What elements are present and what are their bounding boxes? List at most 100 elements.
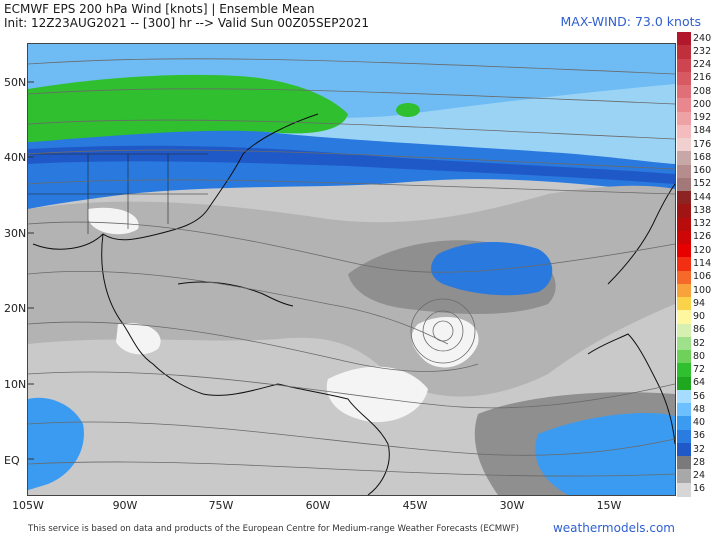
colorbar-swatch [677, 177, 691, 192]
wind-map [27, 43, 676, 496]
colorbar-swatch [677, 416, 691, 431]
lat-label-20n: 20N [4, 302, 27, 315]
colorbar-label: 16 [693, 483, 706, 495]
colorbar-swatch [677, 217, 691, 232]
colorbar-swatch [677, 429, 691, 444]
colorbar-swatch [677, 164, 691, 179]
title-line-2: Init: 12Z23AUG2021 -- [300] hr --> Valid… [4, 16, 369, 30]
colorbar-label: 132 [693, 218, 712, 230]
streamline-11 [28, 461, 675, 477]
colorbar-label: 224 [693, 59, 712, 71]
lon-label-15w: 15W [596, 499, 622, 512]
colorbar-swatch [677, 204, 691, 219]
coastline-north-america [32, 113, 319, 250]
colorbar-label: 192 [693, 112, 712, 124]
colorbar-label: 86 [693, 324, 706, 336]
title-line-1: ECMWF EPS 200 hPa Wind [knots] | Ensembl… [4, 2, 315, 16]
colorbar-label: 36 [693, 430, 706, 442]
coastline-africa-north [607, 183, 675, 285]
streamline-7 [28, 270, 449, 345]
streamline-9 [28, 371, 675, 409]
colorbar-swatch [677, 469, 691, 484]
colorbar-swatch [677, 32, 691, 46]
colorbar-label: 28 [693, 456, 706, 468]
lon-label-90w: 90W [112, 499, 138, 512]
map-title: ECMWF EPS 200 hPa Wind [knots] | Ensembl… [4, 2, 369, 30]
streamline-1 [28, 58, 675, 75]
wind-max-southeast [535, 413, 675, 495]
lat-label-10n: 10N [4, 378, 27, 391]
colorbar-swatch [677, 376, 691, 391]
colorbar-label: 176 [693, 138, 712, 150]
colorbar-swatch [677, 456, 691, 471]
lon-label-45w: 45W [402, 499, 428, 512]
lat-label-50n: 50N [4, 76, 27, 89]
colorbar-swatch [677, 71, 691, 86]
colorbar-swatch [677, 230, 691, 245]
colorbar-swatch [677, 138, 691, 153]
wind-max-west [28, 397, 84, 490]
colorbar-swatch [677, 98, 691, 113]
colorbar-label: 80 [693, 350, 706, 362]
colorbar-swatch [677, 85, 691, 100]
jet-band-darkblue [28, 145, 675, 184]
colorbar-label: 144 [693, 191, 712, 203]
streamline-5 [28, 179, 675, 195]
calm-zone-gulf [88, 207, 139, 235]
colorbar-label: 40 [693, 417, 706, 429]
coastline-central-america [101, 233, 279, 396]
lon-label-75w: 75W [208, 499, 234, 512]
colorbar-swatch [677, 191, 691, 206]
colorbar-label: 138 [693, 204, 712, 216]
footer-disclaimer: This service is based on data and produc… [28, 524, 519, 534]
streamlines [28, 58, 675, 477]
coastline-caribbean-islands [177, 281, 294, 307]
lat-label-30n: 30N [4, 227, 27, 240]
streamline-10 [28, 421, 675, 456]
vortex-ring-1 [432, 320, 454, 342]
colorbar-label: 168 [693, 151, 712, 163]
colorbar-swatch [677, 350, 691, 365]
colorbar-label: 126 [693, 231, 712, 243]
streamline-2 [28, 88, 675, 105]
colorbar-label: 64 [693, 377, 706, 389]
colorbar-swatch [677, 363, 691, 378]
colorbar-label: 94 [693, 297, 706, 309]
colorbar-swatch [677, 442, 691, 457]
colorbar-swatch [677, 403, 691, 418]
colorbar-label: 56 [693, 390, 706, 402]
lat-label-eq: EQ [4, 454, 20, 467]
colorbar-swatch [677, 58, 691, 73]
wind-max-central [431, 242, 553, 296]
colorbar-label: 152 [693, 178, 712, 190]
grid-ticks [28, 81, 34, 460]
brand-link[interactable]: weathermodels.com [552, 521, 675, 535]
colorbar-swatch [677, 336, 691, 351]
vortex-ring-2 [422, 310, 464, 352]
colorbar-label: 48 [693, 403, 706, 415]
colorbar-label: 232 [693, 45, 712, 57]
vortex-ring-3 [410, 298, 476, 364]
colorbar-label: 100 [693, 284, 712, 296]
lon-label-105w: 105W [12, 499, 44, 512]
colorbar-label: 240 [693, 32, 712, 44]
colorbar-swatch [677, 124, 691, 139]
colorbar-label: 72 [693, 364, 706, 376]
lat-label-40n: 40N [4, 151, 27, 164]
political-borders [28, 153, 208, 234]
streamline-8 [28, 321, 479, 372]
colorbar-label: 208 [693, 85, 712, 97]
lon-label-30w: 30W [499, 499, 525, 512]
colorbar-label: 200 [693, 98, 712, 110]
coastline-africa-west [587, 333, 675, 445]
streamline-6 [28, 221, 675, 273]
colorbar-swatch [677, 310, 691, 325]
calm-zone-caribbean [326, 366, 428, 423]
colorbar-swatch [677, 482, 691, 497]
colorbar-label: 82 [693, 337, 706, 349]
colorbar-label: 216 [693, 72, 712, 84]
colorbar-label: 114 [693, 258, 712, 269]
colorbar-swatch [677, 151, 691, 166]
colorbar-swatch [677, 389, 691, 404]
colorbar-swatch [677, 283, 691, 298]
